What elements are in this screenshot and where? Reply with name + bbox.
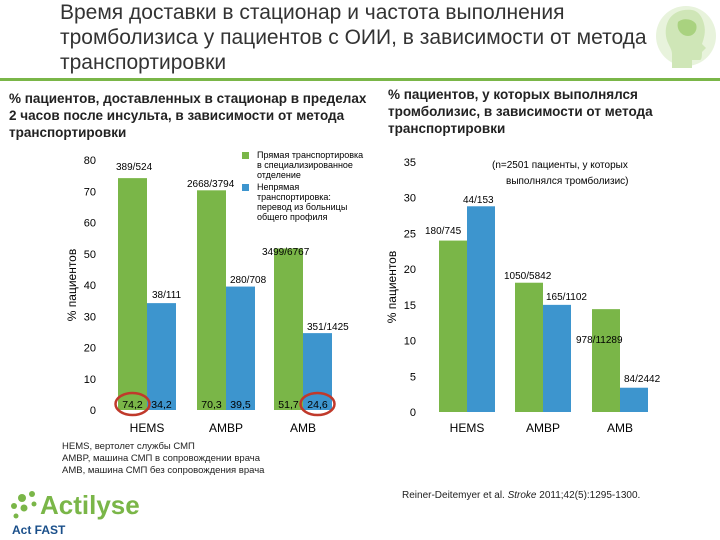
y-axis-label: % пациентов bbox=[385, 251, 399, 323]
citation-authors: Reiner-Deitemyer et al. bbox=[402, 490, 508, 501]
bar-blue bbox=[226, 286, 255, 410]
bar-count-label: 44/153 bbox=[463, 195, 494, 206]
bar-value-label: 51,7 bbox=[278, 399, 299, 411]
footnote-line: AMB, машина СМП без сопровождения врача bbox=[62, 465, 265, 476]
bar-green bbox=[592, 309, 620, 412]
svg-text:Actilyse: Actilyse bbox=[40, 490, 140, 520]
y-tick-label: 35 bbox=[404, 157, 416, 169]
bar-count-label: 280/708 bbox=[230, 275, 267, 286]
highlight-circle bbox=[114, 391, 151, 417]
bar-green bbox=[439, 240, 467, 412]
bar-count-label: 180/745 bbox=[425, 226, 462, 237]
category-label: AMB bbox=[290, 421, 316, 435]
bar-count-label: 978/11289 bbox=[576, 335, 623, 346]
bar-blue bbox=[303, 333, 332, 410]
bar-blue bbox=[147, 303, 176, 410]
category-label: HEMS bbox=[130, 421, 165, 435]
head-profile-icon bbox=[656, 6, 716, 69]
y-tick-label: 30 bbox=[84, 311, 96, 323]
bar-green bbox=[515, 282, 543, 412]
chart-subtitle: (n=2501 пациенты, у которых bbox=[492, 160, 628, 171]
category-label: AMBP bbox=[526, 421, 560, 435]
y-tick-label: 0 bbox=[410, 407, 416, 419]
bar-count-label: 389/524 bbox=[116, 162, 153, 173]
highlight-circle bbox=[299, 391, 336, 417]
footnote-line: HEMS, вертолет службы СМП bbox=[62, 441, 195, 452]
legend-swatch bbox=[242, 152, 249, 159]
slide-title: Время доставки в стационар и частота вып… bbox=[60, 1, 647, 74]
legend-label: Непрямая транспортировка: перевод из больн… bbox=[257, 182, 347, 222]
bar-count-label: 1050/5842 bbox=[504, 271, 552, 282]
chart-subtitle: выполнялся тромболизис) bbox=[506, 175, 629, 187]
bar-green bbox=[118, 178, 147, 410]
citation: Reiner-Deitemyer et al. Stroke 2011;42(5… bbox=[402, 490, 640, 501]
bar-green bbox=[274, 248, 303, 410]
y-tick-label: 40 bbox=[84, 280, 96, 292]
y-tick-label: 5 bbox=[410, 371, 416, 383]
actilyse-logo: Actilyse Act FAST bbox=[11, 490, 140, 537]
left-chart-title: % пациентов, доставленных в стационар в … bbox=[9, 91, 367, 140]
bar-value-label: 70,3 bbox=[201, 399, 222, 411]
bar-blue bbox=[467, 206, 495, 412]
y-tick-label: 15 bbox=[404, 300, 416, 312]
bar-green bbox=[197, 190, 226, 410]
category-label: HEMS bbox=[450, 421, 485, 435]
title-divider bbox=[0, 78, 720, 81]
y-tick-label: 20 bbox=[84, 343, 96, 355]
legend-label: Прямая транспортировка в специализированн… bbox=[257, 150, 363, 180]
citation-journal: Stroke bbox=[507, 490, 537, 501]
svg-text:Act FAST: Act FAST bbox=[12, 523, 66, 537]
category-label: AMBP bbox=[209, 421, 243, 435]
y-tick-label: 10 bbox=[404, 336, 416, 348]
y-tick-label: 80 bbox=[84, 155, 96, 167]
bar-value-label: 39,5 bbox=[230, 399, 251, 411]
bar-count-label: 165/1102 bbox=[546, 292, 587, 303]
bar-count-label: 2668/3794 bbox=[187, 179, 235, 190]
bar-blue bbox=[543, 304, 571, 412]
bar-blue bbox=[620, 387, 648, 412]
legend-swatch bbox=[242, 184, 249, 191]
left-bar-chart: % пациентов 0 10 20 30 40 50 60 70 80 389/524 2668/… bbox=[65, 150, 363, 435]
bar-count-label: 3499/6767 bbox=[262, 247, 310, 258]
right-bar-chart: % пациентов 0 5 10 15 20 25 30 35 (n=2501 пациент… bbox=[385, 157, 661, 435]
category-label: AMB bbox=[607, 421, 633, 435]
y-tick-label: 30 bbox=[404, 193, 416, 205]
y-tick-label: 60 bbox=[84, 218, 96, 230]
bar-count-label: 84/2442 bbox=[624, 374, 661, 385]
y-tick-label: 20 bbox=[404, 264, 416, 276]
bar-count-label: 38/111 bbox=[152, 290, 182, 301]
y-tick-label: 25 bbox=[404, 228, 416, 240]
bar-value-label: 24,6 bbox=[307, 399, 328, 411]
bar-value-label: 74,2 bbox=[122, 399, 143, 411]
footnote: HEMS, вертолет службы СМП AMBP, машина С… bbox=[62, 441, 264, 477]
bar-count-label: 351/1425 bbox=[307, 322, 349, 333]
y-tick-label: 0 bbox=[90, 405, 96, 417]
footnote-line: AMBP, машина СМП в сопровождении врача bbox=[62, 453, 260, 464]
bar-value-label: 34,2 bbox=[151, 399, 172, 411]
y-tick-label: 10 bbox=[84, 374, 96, 386]
right-chart-title: % пациентов, у которых выполнялся тромбо… bbox=[388, 87, 653, 136]
y-tick-label: 50 bbox=[84, 249, 96, 261]
y-axis-label: % пациентов bbox=[65, 249, 79, 321]
y-tick-label: 70 bbox=[84, 186, 96, 198]
citation-details: 2011;42(5):1295-1300. bbox=[536, 490, 641, 501]
